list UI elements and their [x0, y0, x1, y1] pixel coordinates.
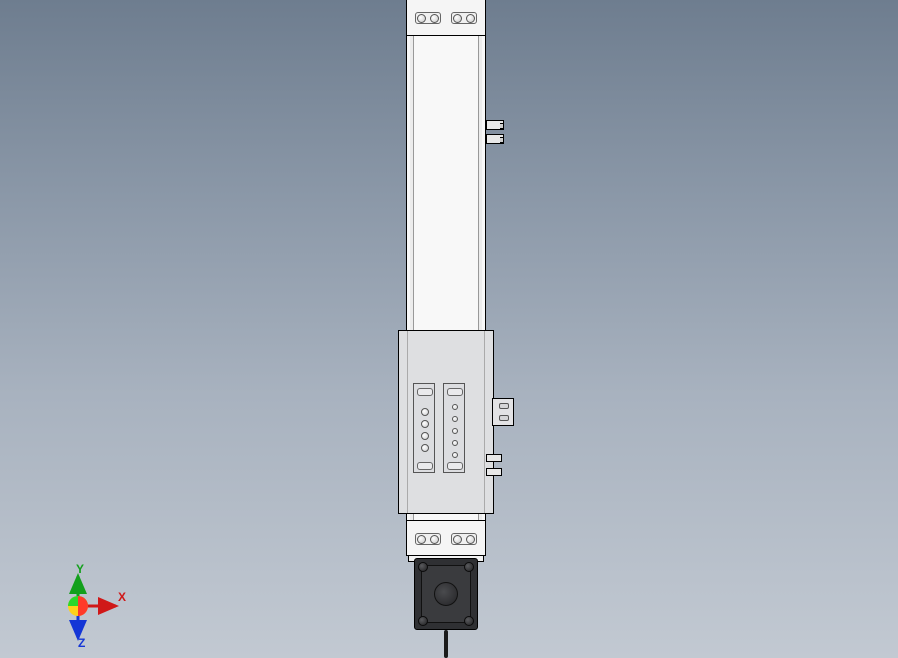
- mount-plate-a: [413, 383, 435, 473]
- mount-slot: [447, 388, 463, 396]
- mount-hole: [452, 416, 458, 422]
- axis-label-x: X: [118, 590, 126, 604]
- mount-slot: [447, 462, 463, 470]
- mount-hole: [421, 444, 429, 452]
- screw-icon: [466, 535, 475, 544]
- bracket-pin-icon: [500, 137, 504, 143]
- mount-slot: [417, 462, 433, 470]
- endcap-top-slot-left: [415, 12, 441, 24]
- motor-cable: [444, 630, 448, 658]
- screw-icon: [430, 14, 439, 23]
- screw-icon: [466, 14, 475, 23]
- side-bracket-lower-2: [486, 468, 502, 476]
- axis-label-y: Y: [76, 562, 84, 576]
- clamp-bolt-icon: [499, 415, 509, 421]
- cad-viewport[interactable]: X Y Z: [0, 0, 898, 658]
- motor-bolt-icon: [418, 616, 428, 626]
- axis-label-z: Z: [78, 636, 85, 650]
- endcap-bottom-slot-right: [451, 533, 477, 545]
- carriage-guide-right: [484, 331, 485, 513]
- motor-shaft-icon: [434, 582, 458, 606]
- clamp-bolt-icon: [499, 403, 509, 409]
- motor-bolt-icon: [464, 616, 474, 626]
- mount-hole: [421, 420, 429, 428]
- endcap-top: [406, 0, 486, 36]
- mount-hole: [452, 404, 458, 410]
- mount-hole: [452, 440, 458, 446]
- axis-triad[interactable]: [66, 572, 146, 644]
- mount-hole: [421, 432, 429, 440]
- carriage-plate: [398, 330, 494, 514]
- mount-hole: [452, 428, 458, 434]
- side-bracket-upper-2: [486, 134, 504, 144]
- side-bracket-lower-1: [486, 454, 502, 462]
- screw-icon: [430, 535, 439, 544]
- mount-hole: [421, 408, 429, 416]
- screw-icon: [453, 535, 462, 544]
- motor-bolt-icon: [464, 562, 474, 572]
- carriage-guide-left: [407, 331, 408, 513]
- screw-icon: [417, 535, 426, 544]
- motor-bolt-icon: [418, 562, 428, 572]
- endcap-bottom-slot-left: [415, 533, 441, 545]
- mount-hole: [452, 452, 458, 458]
- mount-slot: [417, 388, 433, 396]
- endcap-top-slot-right: [451, 12, 477, 24]
- carriage-side-clamp: [492, 398, 514, 426]
- side-bracket-upper-1: [486, 120, 504, 130]
- triad-sphere-right: [78, 596, 88, 616]
- screw-icon: [453, 14, 462, 23]
- stepper-motor: [414, 558, 478, 630]
- bracket-pin-icon: [500, 123, 504, 129]
- screw-icon: [417, 14, 426, 23]
- endcap-bottom: [406, 520, 486, 556]
- mount-plate-b: [443, 383, 465, 473]
